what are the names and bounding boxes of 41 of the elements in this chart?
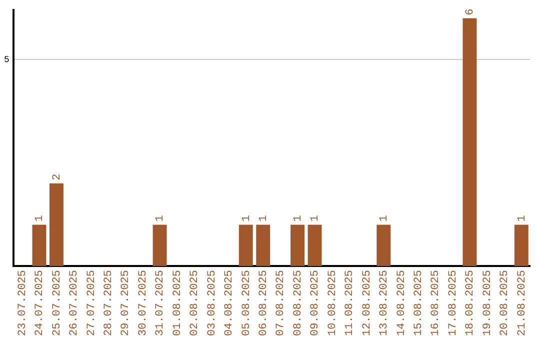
data-label: 1 — [154, 214, 167, 222]
x-tick-label: 27.07.2025 — [86, 270, 98, 336]
x-tick-label: 05.08.2025 — [240, 270, 253, 336]
x-tick-label: 14.08.2025 — [396, 270, 408, 336]
x-tick-label: 15.08.2025 — [412, 270, 425, 336]
x-tick-label: 16.08.2025 — [430, 270, 442, 336]
data-label: 1 — [310, 214, 322, 222]
x-tick-label: 19.08.2025 — [482, 270, 494, 336]
x-tick-label: 17.08.2025 — [447, 270, 460, 336]
x-tick-label: 13.08.2025 — [378, 270, 391, 336]
data-label: 6 — [464, 8, 477, 16]
x-tick-label: 09.08.2025 — [310, 270, 322, 336]
x-tick-label: 21.08.2025 — [516, 270, 528, 336]
y-tick-label: 5 — [4, 54, 10, 65]
x-tick-label: 03.08.2025 — [206, 270, 218, 336]
data-label: 1 — [34, 214, 46, 222]
data-label: 1 — [378, 214, 391, 222]
data-label: 1 — [516, 214, 528, 222]
x-tick-label: 30.07.2025 — [137, 270, 150, 336]
x-tick-label: 28.07.2025 — [103, 270, 116, 336]
x-tick-label: 04.08.2025 — [224, 270, 236, 336]
x-tick-label: 29.07.2025 — [120, 270, 132, 336]
data-label: 2 — [51, 174, 64, 180]
x-tick-label: 23.07.2025 — [16, 270, 29, 336]
data-label: 1 — [258, 214, 270, 222]
x-tick-label: 06.08.2025 — [258, 270, 270, 336]
x-tick-label: 02.08.2025 — [189, 270, 202, 336]
x-tick-label: 01.08.2025 — [172, 270, 184, 336]
x-tick-label: 11.08.2025 — [344, 270, 356, 336]
x-tick-label: 26.07.2025 — [68, 270, 81, 336]
x-tick-label: 24.07.2025 — [34, 270, 46, 336]
x-tick-label: 20.08.2025 — [499, 270, 512, 336]
x-tick-label: 08.08.2025 — [292, 270, 304, 336]
data-label: 1 — [240, 214, 253, 222]
x-tick-label: 12.08.2025 — [361, 270, 374, 336]
x-tick-label: 25.07.2025 — [51, 270, 64, 336]
data-label: 1 — [292, 214, 304, 222]
x-tick-label: 07.08.2025 — [275, 270, 288, 336]
x-tick-label: 31.07.2025 — [154, 270, 167, 336]
x-tick-label: 18.08.2025 — [464, 270, 477, 336]
x-tick-label: 10.08.2025 — [326, 270, 339, 336]
